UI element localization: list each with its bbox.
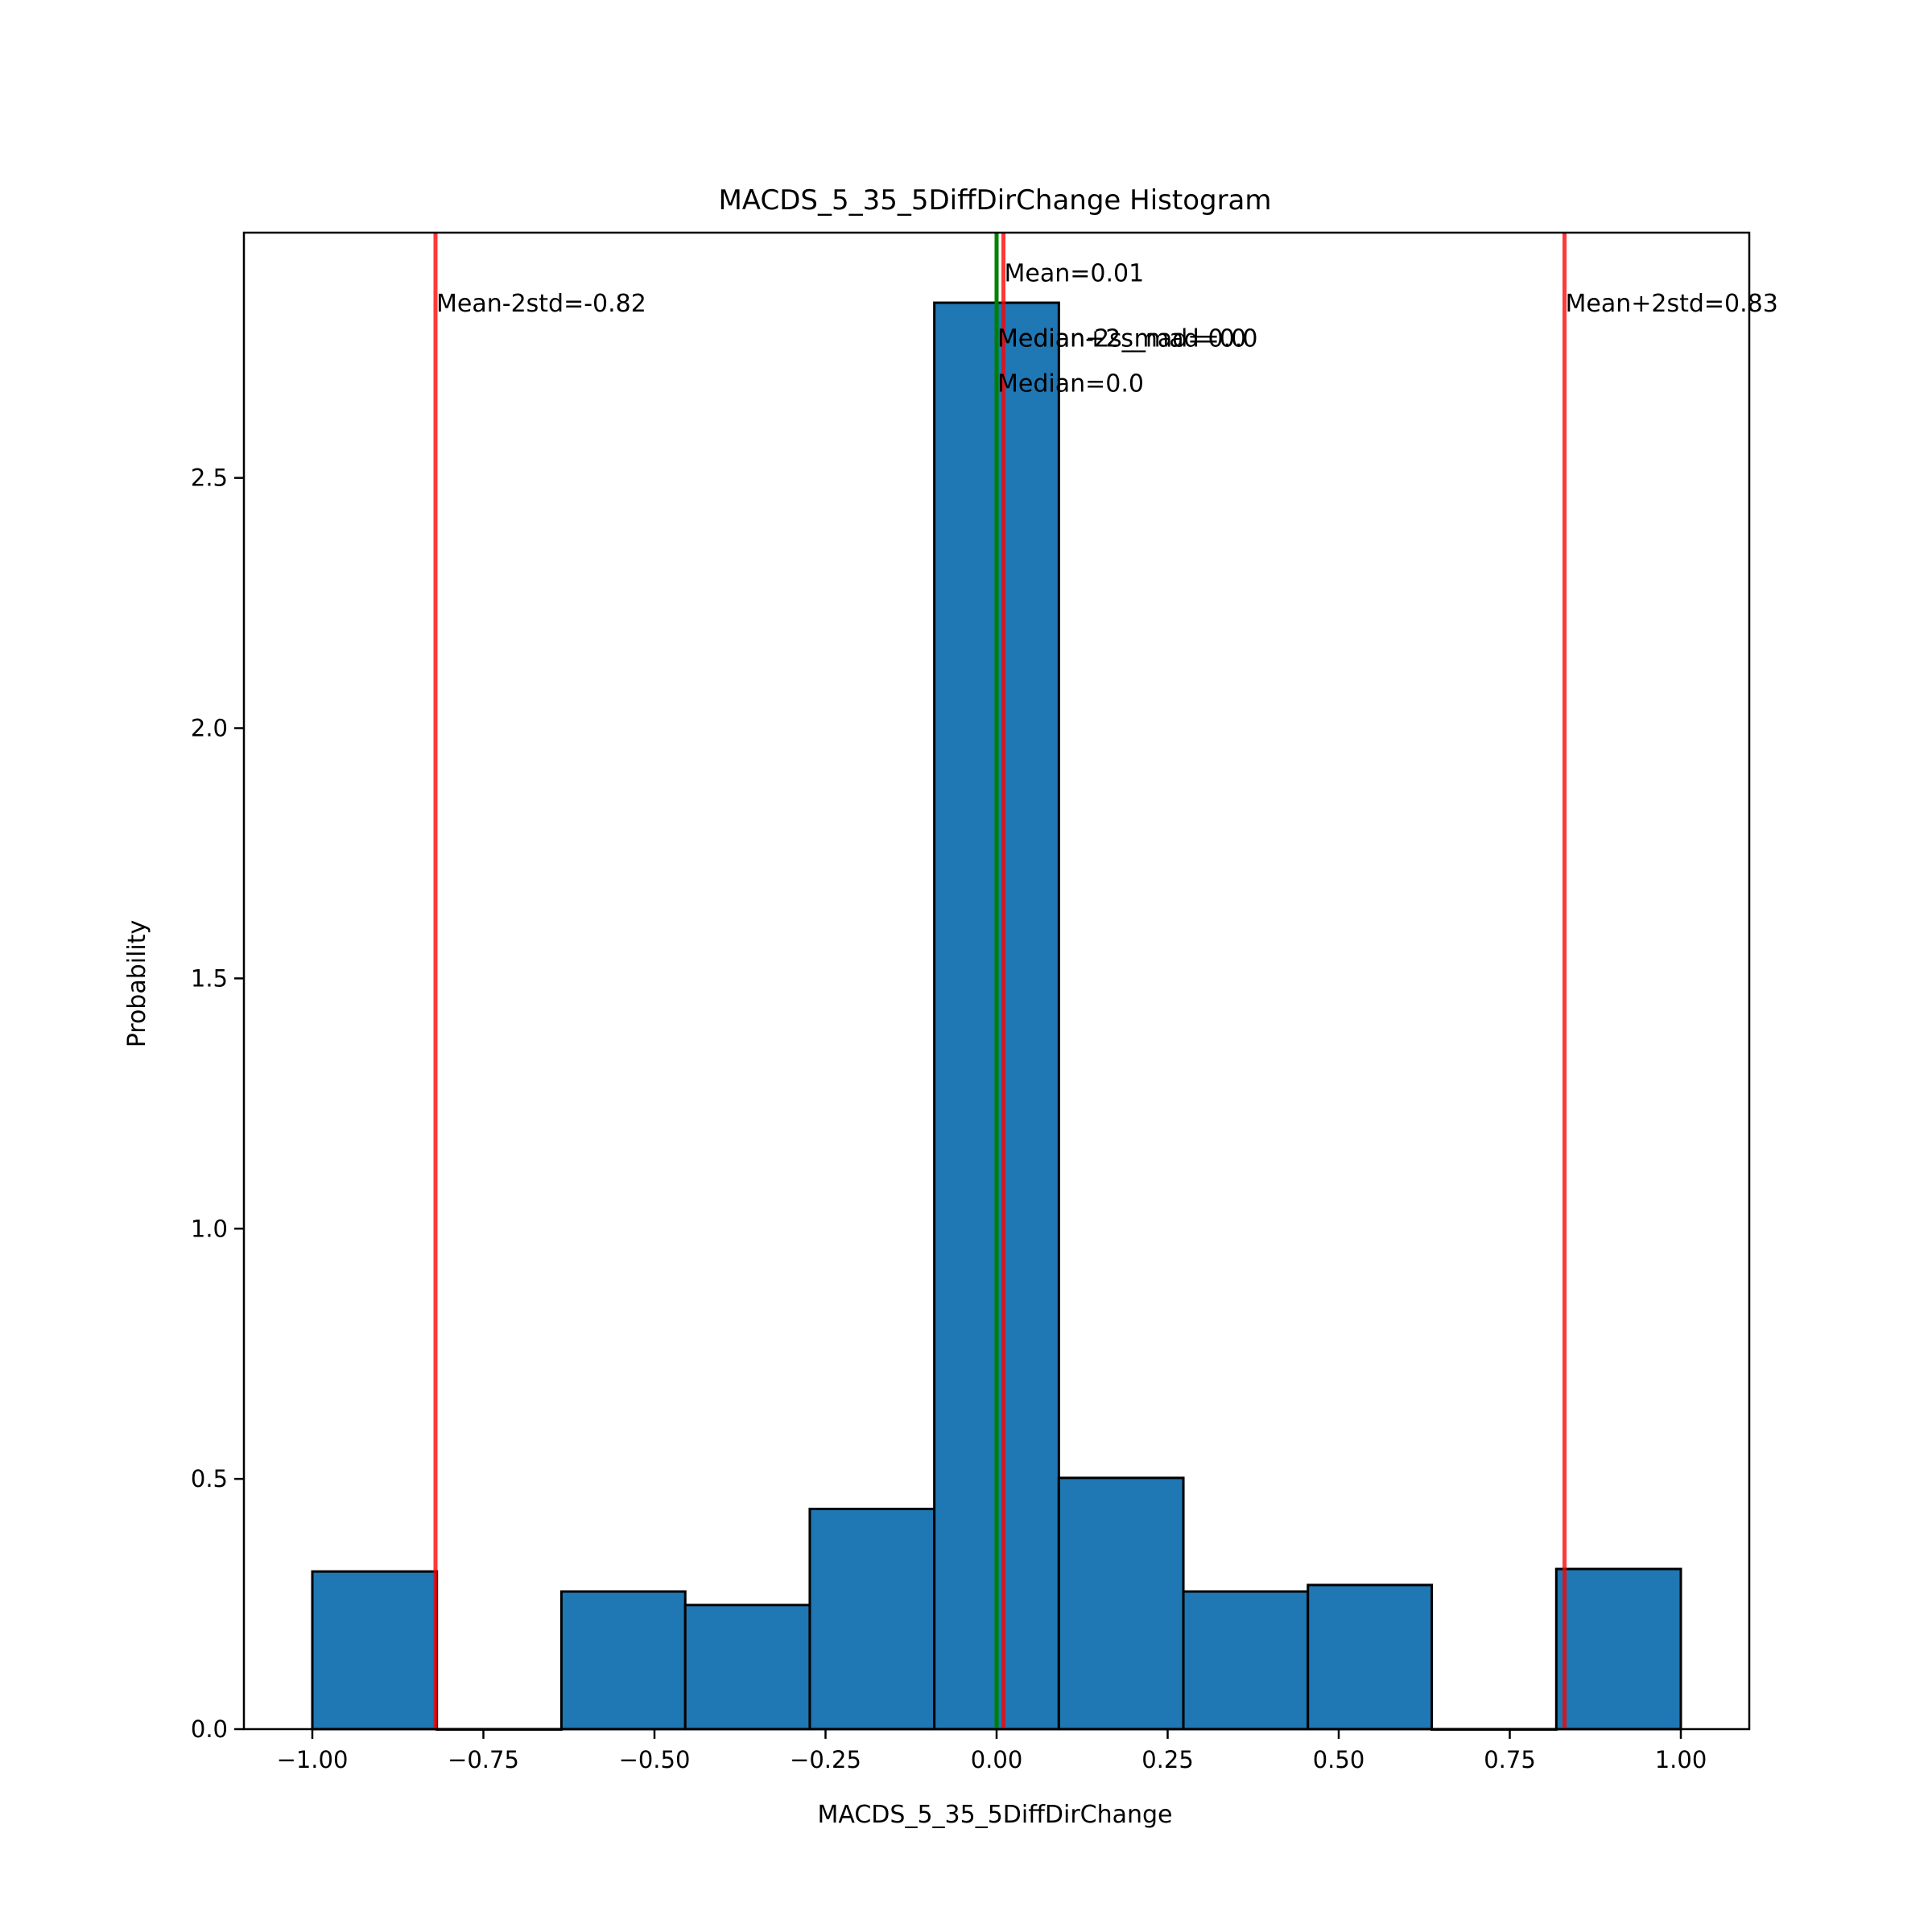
x-tick-label-7: 0.75 <box>1484 1746 1536 1773</box>
reference-line-label-1: Mean+2std=0.83 <box>1566 290 1778 318</box>
histogram-bar-4 <box>808 1507 936 1731</box>
histogram-bar-7 <box>1182 1590 1310 1731</box>
reference-lines <box>433 233 1567 1729</box>
reference-line-labels: Mean-2std=-0.82 Mean+2std=0.83 Mean=0.01 Me… <box>436 260 1778 398</box>
x-axis-ticks: −1.00 −0.75 −0.50 −0.25 0.00 0.25 0.50 0.75 1.00 <box>277 1729 1707 1773</box>
histogram-bar-8 <box>1307 1583 1434 1731</box>
x-tick-label-3: −0.25 <box>790 1746 861 1773</box>
x-tick-label-5: 0.25 <box>1141 1746 1194 1773</box>
y-tick-label-3: 1.5 <box>191 964 228 992</box>
chart-title: MACDS_5_35_5DiffDirChange Histogram <box>718 184 1271 217</box>
x-tick-label-1: −0.75 <box>448 1746 519 1773</box>
y-tick-label-4: 2.0 <box>191 715 228 742</box>
histogram-bar-6 <box>1057 1476 1185 1731</box>
y-tick-label-5: 2.5 <box>191 464 228 492</box>
y-axis-label: Probability <box>123 920 151 1048</box>
y-tick-label-1: 0.5 <box>191 1465 228 1492</box>
y-axis-ticks: 0.0 0.5 1.0 1.5 2.0 2.5 <box>191 464 244 1743</box>
reference-line-label-0: Mean-2std=-0.82 <box>436 290 646 318</box>
x-axis-label: MACDS_5_35_5DiffDirChange <box>817 1801 1172 1829</box>
x-tick-label-6: 0.50 <box>1313 1746 1365 1773</box>
reference-line-label-2: Mean=0.01 <box>1005 260 1145 288</box>
histogram-bar-2 <box>559 1590 687 1731</box>
reference-line-label-3: Median=0.0 <box>997 370 1144 398</box>
reference-line-label-4: Median-2s_mad=0.0 <box>997 325 1246 353</box>
x-tick-label-2: −0.50 <box>619 1746 691 1773</box>
histogram-bar-0 <box>311 1570 439 1731</box>
x-tick-label-4: 0.00 <box>971 1746 1023 1773</box>
x-tick-label-0: −1.00 <box>277 1746 349 1773</box>
histogram-bar-10 <box>1554 1567 1682 1731</box>
reference-line-label-5: Median+2s_mad=0.0 <box>997 325 1257 353</box>
histogram-bar-3 <box>683 1604 811 1731</box>
y-tick-label-0: 0.0 <box>191 1715 228 1743</box>
y-tick-label-2: 1.0 <box>191 1215 228 1242</box>
x-tick-label-8: 1.00 <box>1655 1746 1707 1773</box>
